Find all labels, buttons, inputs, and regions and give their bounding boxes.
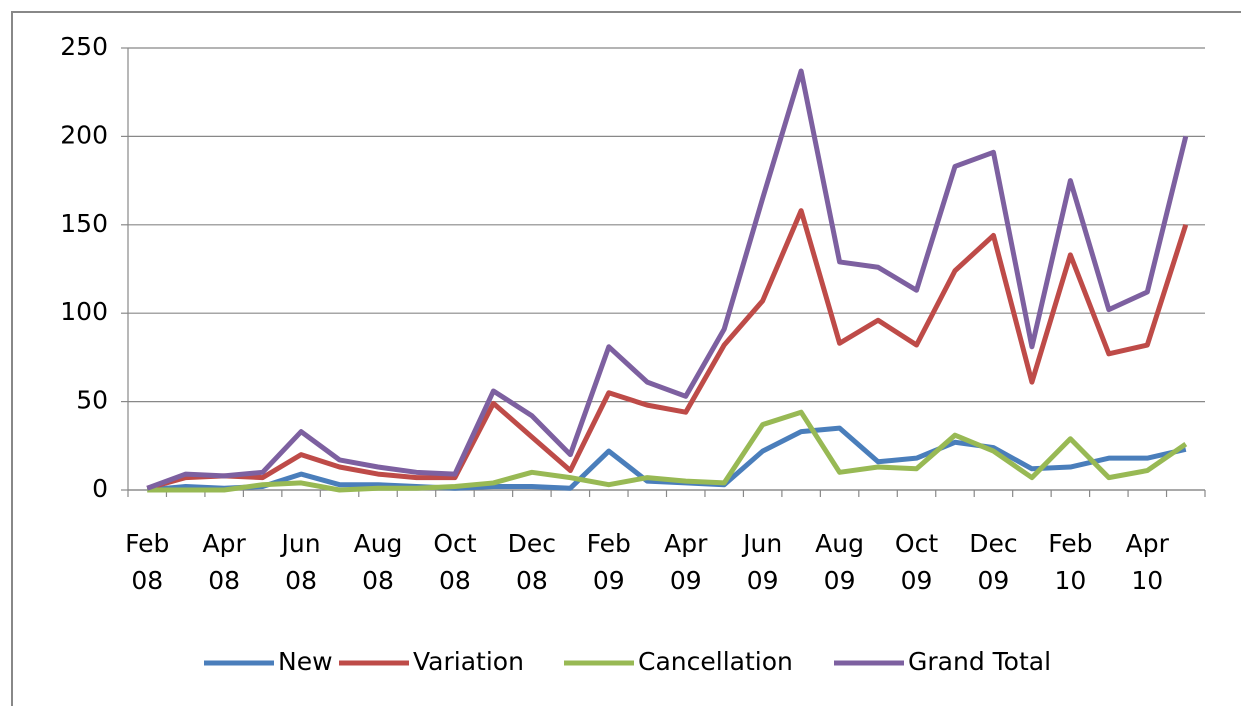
legend-label: New bbox=[278, 647, 333, 676]
x-tick-label: Aug 08 bbox=[354, 529, 403, 595]
legend-label: Variation bbox=[413, 647, 524, 676]
y-tick-label: 250 bbox=[60, 32, 108, 61]
legend-label: Grand Total bbox=[908, 647, 1051, 676]
x-tick-label: Feb 09 bbox=[587, 529, 631, 595]
x-tick-label: Apr 08 bbox=[203, 529, 247, 595]
x-tick-label: Apr 10 bbox=[1126, 529, 1170, 595]
x-tick-label: Oct 08 bbox=[433, 529, 476, 595]
x-tick-label: Oct 09 bbox=[895, 529, 938, 595]
legend-label: Cancellation bbox=[638, 647, 793, 676]
y-tick-label: 50 bbox=[76, 386, 108, 415]
y-tick-label: 200 bbox=[60, 120, 108, 149]
line-series bbox=[146, 68, 1189, 491]
x-tick-label: Apr 09 bbox=[664, 529, 708, 595]
y-tick-label: 150 bbox=[60, 209, 108, 238]
line-series bbox=[147, 409, 1188, 493]
chart-border bbox=[11, 11, 1241, 706]
x-tick-label: Jun 08 bbox=[280, 529, 321, 595]
x-tick-label: Dec 08 bbox=[508, 529, 556, 595]
x-tick-label: Aug 09 bbox=[815, 529, 864, 595]
y-tick-label: 0 bbox=[92, 474, 108, 503]
y-tick-label: 100 bbox=[60, 297, 108, 326]
x-tick-label: Feb 10 bbox=[1048, 529, 1092, 595]
x-tick-label: Feb 08 bbox=[125, 529, 169, 595]
line-series bbox=[147, 425, 1187, 493]
x-tick-label: Jun 09 bbox=[741, 529, 782, 595]
x-tick-label: Dec 09 bbox=[969, 529, 1017, 595]
line-series bbox=[146, 208, 1189, 491]
